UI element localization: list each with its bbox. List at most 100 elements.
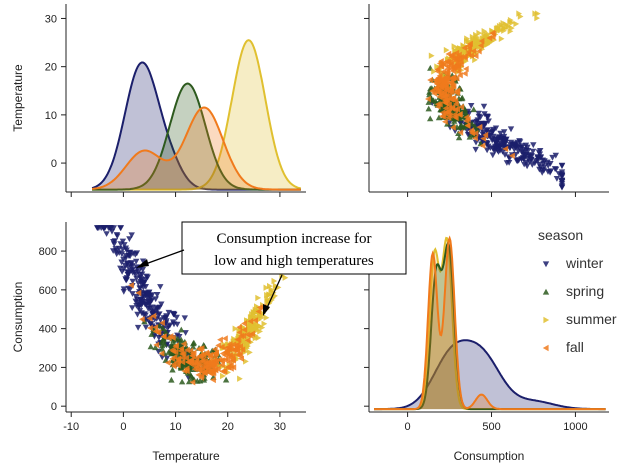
point-summer [266, 298, 272, 305]
point-winter [136, 308, 144, 314]
point-fall [241, 326, 248, 333]
point-spring [455, 130, 462, 136]
point-fall [195, 345, 202, 353]
point-summer [264, 291, 270, 299]
point-spring [190, 339, 198, 346]
point-fall [193, 357, 200, 364]
point-fall [159, 319, 165, 327]
cons-kde-fill-spring [374, 243, 606, 410]
point-fall [236, 329, 243, 336]
point-fall [444, 58, 450, 65]
point-winter [535, 149, 543, 156]
panel-temp-temp-ytick-label: 20 [45, 62, 57, 74]
point-fall [427, 76, 433, 84]
point-summer [254, 303, 260, 310]
point-fall [453, 114, 459, 122]
point-fall [470, 47, 477, 55]
point-winter [142, 324, 150, 331]
point-fall [183, 354, 190, 362]
point-fall [256, 304, 263, 311]
point-fall [448, 96, 454, 103]
point-winter [492, 139, 500, 146]
legend-marker-spring [542, 288, 550, 295]
legend-label-fall: fall [566, 339, 584, 355]
point-fall [462, 53, 468, 60]
point-fall [183, 365, 190, 372]
point-summer [232, 325, 239, 332]
point-winter [537, 164, 544, 171]
point-fall [207, 351, 213, 359]
point-fall [465, 48, 472, 56]
point-fall [210, 376, 216, 384]
point-fall [150, 312, 157, 320]
point-winter [101, 225, 108, 231]
point-winter [551, 166, 559, 172]
point-fall [442, 118, 448, 125]
point-winter [142, 284, 149, 290]
point-fall [463, 114, 470, 121]
point-summer [443, 46, 450, 54]
point-fall [446, 112, 453, 119]
point-winter [111, 238, 119, 244]
cons-kde-line-winter [374, 339, 606, 411]
point-spring [427, 115, 434, 122]
point-spring [461, 106, 469, 113]
point-fall [179, 350, 185, 358]
point-spring [162, 328, 169, 335]
point-fall [450, 124, 456, 131]
point-winter [170, 310, 177, 317]
point-winter [124, 272, 132, 278]
point-winter [118, 269, 126, 275]
point-winter [547, 168, 554, 175]
point-summer [431, 68, 437, 75]
annotation: Consumption increase for low and high te… [136, 221, 407, 316]
point-winter [124, 269, 131, 276]
legend-marker-winter [542, 261, 550, 268]
point-winter [472, 146, 479, 153]
point-winter [126, 249, 134, 256]
point-winter [553, 176, 561, 182]
point-winter [132, 251, 139, 258]
point-fall [449, 105, 456, 112]
point-summer [263, 284, 270, 291]
point-winter [114, 233, 121, 240]
point-spring [189, 375, 196, 381]
point-fall [139, 316, 145, 323]
annotation-arrowhead-right [263, 304, 270, 316]
point-fall [509, 152, 515, 159]
point-fall [440, 76, 447, 84]
point-fall [448, 79, 455, 86]
point-summer [534, 14, 540, 22]
point-fall [454, 89, 460, 97]
point-summer [232, 337, 238, 344]
point-fall [458, 103, 465, 111]
point-winter [558, 184, 566, 191]
point-fall [236, 324, 242, 331]
point-fall [213, 349, 219, 356]
point-summer [261, 320, 268, 327]
point-fall [425, 95, 431, 103]
point-summer [503, 21, 509, 28]
point-winter [501, 152, 509, 158]
point-spring [178, 326, 185, 333]
point-winter [511, 142, 518, 149]
point-fall [252, 317, 258, 324]
point-winter [129, 263, 136, 269]
cons-kde-fill-fall [374, 238, 606, 410]
point-fall [433, 80, 440, 88]
point-fall [228, 344, 234, 352]
point-winter [126, 286, 134, 293]
cons-kde-fill-winter [374, 340, 606, 410]
point-winter [163, 355, 171, 362]
point-summer [257, 328, 263, 335]
point-winter [173, 314, 180, 321]
point-summer [253, 324, 260, 331]
point-summer [476, 43, 483, 51]
point-winter [489, 152, 496, 159]
point-winter [516, 138, 523, 144]
point-winter [520, 156, 528, 163]
panel-temp-cons-xtick-label: 0 [120, 421, 126, 433]
point-spring [181, 362, 188, 368]
temp-kde-fill-winter [92, 62, 301, 190]
annotation-box [181, 221, 407, 275]
